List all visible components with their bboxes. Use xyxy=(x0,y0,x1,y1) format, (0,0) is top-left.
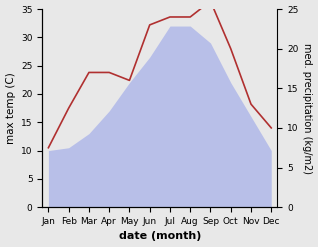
X-axis label: date (month): date (month) xyxy=(119,231,201,242)
Y-axis label: max temp (C): max temp (C) xyxy=(5,72,16,144)
Y-axis label: med. precipitation (kg/m2): med. precipitation (kg/m2) xyxy=(302,43,313,174)
